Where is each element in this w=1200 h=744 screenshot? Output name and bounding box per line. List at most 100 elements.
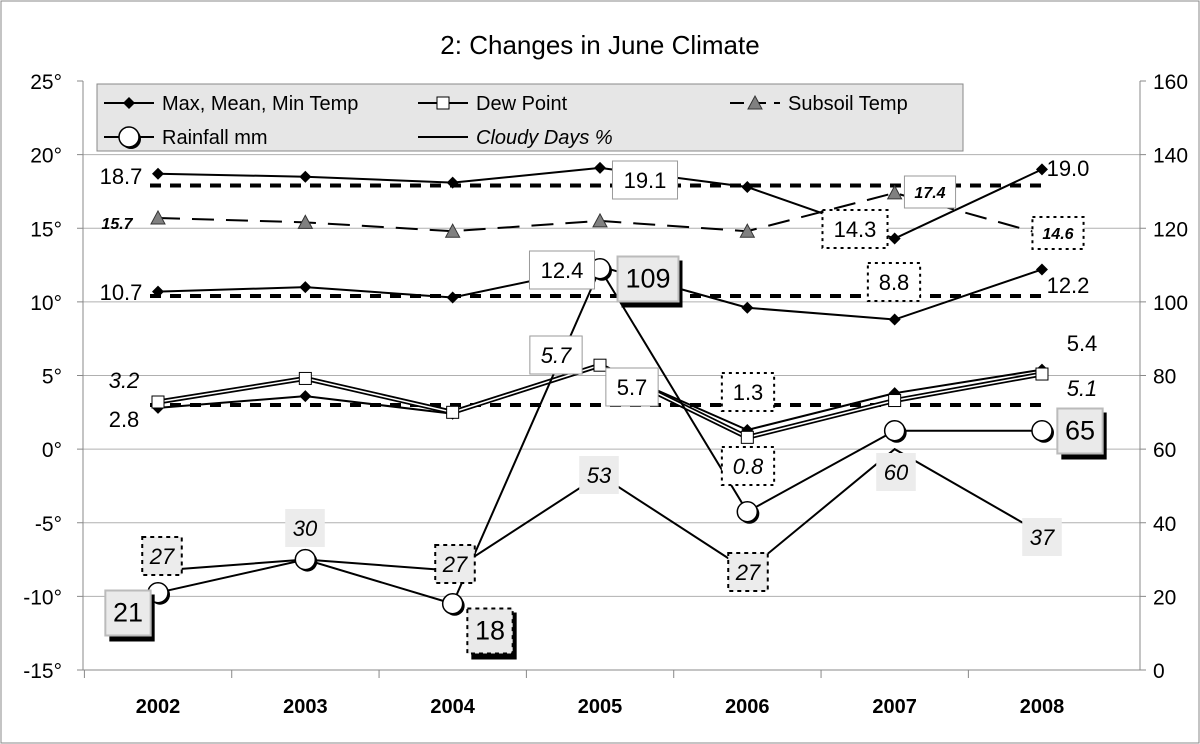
x-tick-label: 2005 bbox=[578, 696, 623, 718]
point-mean bbox=[1035, 263, 1048, 276]
point-subsoil bbox=[297, 214, 314, 229]
x-tick-label: 2003 bbox=[283, 696, 328, 718]
point-rain bbox=[441, 592, 464, 615]
data-label-rain: 65 bbox=[1065, 416, 1095, 446]
data-label-box bbox=[720, 446, 776, 486]
chart-title: 2: Changes in June Climate bbox=[440, 30, 759, 60]
data-label-mean: 12.4 bbox=[541, 258, 584, 283]
y-right-tick-label: 120 bbox=[1153, 218, 1188, 241]
point-dew bbox=[446, 405, 460, 419]
legend-box bbox=[96, 83, 964, 152]
data-label-cloudy: 53 bbox=[587, 463, 612, 488]
data-label-subsoil: 17.4 bbox=[914, 185, 945, 202]
point-max bbox=[446, 176, 459, 189]
legend-circle-icon bbox=[118, 126, 140, 148]
data-label-box bbox=[616, 255, 680, 303]
data-label-max: 19.0 bbox=[1047, 156, 1090, 181]
data-label-cloudy: 27 bbox=[149, 544, 175, 569]
data-label-mean: 8.8 bbox=[879, 270, 910, 295]
point-subsoil bbox=[886, 184, 903, 200]
data-label-max: 19.1 bbox=[624, 168, 667, 193]
point-max bbox=[299, 170, 312, 183]
data-label-rain: 18 bbox=[475, 616, 505, 646]
point-mean bbox=[888, 313, 901, 326]
y-left-tick-label: 10° bbox=[30, 292, 62, 315]
y-left-tick-label: -10° bbox=[23, 586, 62, 609]
point-mean bbox=[299, 281, 312, 294]
y-left-tick-label: 15° bbox=[30, 218, 62, 241]
data-label-box bbox=[529, 335, 583, 375]
y-left-tick-label: -5° bbox=[35, 513, 62, 536]
point-max bbox=[741, 181, 754, 194]
point-max bbox=[593, 161, 606, 174]
y-left-tick-label: 5° bbox=[42, 366, 62, 389]
data-label-box bbox=[866, 262, 922, 302]
y-right-tick-label: 100 bbox=[1153, 292, 1188, 315]
y-right-tick-label: 80 bbox=[1153, 366, 1176, 389]
data-label-box bbox=[434, 544, 476, 584]
x-tick-label: 2006 bbox=[725, 696, 770, 718]
point-max bbox=[888, 232, 901, 245]
y-left-tick-label: -15° bbox=[23, 660, 62, 683]
data-label-box bbox=[1056, 407, 1104, 455]
data-label-cloudy: 30 bbox=[293, 516, 318, 541]
point-mean bbox=[152, 285, 164, 298]
point-max bbox=[152, 167, 164, 180]
data-label-min: 1.3 bbox=[733, 380, 764, 405]
point-rain bbox=[294, 548, 317, 571]
data-label-cloudy: 60 bbox=[884, 460, 909, 485]
legend-label: Max, Mean, Min Temp bbox=[162, 93, 358, 115]
y-left-tick-label: 20° bbox=[30, 145, 62, 168]
x-tick-label: 2007 bbox=[872, 696, 917, 718]
data-label-max: 18.7 bbox=[100, 164, 143, 189]
point-mean bbox=[741, 301, 754, 314]
x-tick-label: 2002 bbox=[136, 696, 181, 718]
legend-triangle-icon bbox=[747, 94, 763, 110]
data-label-cloudy: 27 bbox=[735, 560, 761, 585]
x-tick-label: 2008 bbox=[1020, 696, 1065, 718]
y-right-tick-label: 160 bbox=[1153, 71, 1188, 94]
data-label-box bbox=[611, 160, 679, 200]
data-label-box bbox=[1022, 518, 1062, 556]
legend-label: Rainfall mm bbox=[162, 127, 268, 149]
point-subsoil bbox=[592, 212, 608, 228]
data-label-cloudy: 27 bbox=[442, 552, 468, 577]
data-label-box bbox=[528, 250, 596, 290]
legend-diamond-icon bbox=[123, 97, 135, 109]
data-label-dew: 0.8 bbox=[733, 454, 764, 479]
data-label-box bbox=[903, 175, 957, 209]
data-label-box bbox=[579, 456, 619, 494]
x-tick-label: 2004 bbox=[430, 696, 475, 718]
data-label-box bbox=[720, 372, 776, 412]
point-dew bbox=[298, 371, 312, 385]
y-left-tick-label: 25° bbox=[30, 71, 62, 94]
legend-label: Cloudy Days % bbox=[476, 127, 613, 149]
point-min bbox=[299, 390, 312, 403]
data-label-rain: 109 bbox=[625, 264, 670, 294]
data-label-subsoil: 14.6 bbox=[1042, 226, 1073, 243]
data-label-subsoil: 15.7 bbox=[101, 216, 133, 233]
legend-label: Subsoil Temp bbox=[788, 93, 908, 115]
data-label-box bbox=[727, 552, 769, 592]
data-label-min: 2.8 bbox=[109, 407, 140, 432]
data-label-min: 5.7 bbox=[617, 375, 648, 400]
y-right-tick-label: 0 bbox=[1153, 660, 1165, 683]
data-label-box bbox=[876, 453, 916, 491]
y-right-tick-label: 40 bbox=[1153, 513, 1176, 536]
y-right-tick-label: 60 bbox=[1153, 439, 1176, 462]
legend-square-icon bbox=[436, 96, 450, 110]
data-label-box bbox=[104, 589, 152, 637]
point-mean bbox=[446, 291, 459, 304]
y-right-tick-label: 20 bbox=[1153, 586, 1176, 609]
point-subsoil bbox=[444, 223, 461, 238]
point-dew bbox=[593, 358, 607, 372]
point-rain bbox=[1031, 419, 1053, 442]
data-label-mean: 10.7 bbox=[100, 280, 143, 305]
data-label-dew: 3.2 bbox=[109, 368, 140, 393]
legend-label: Dew Point bbox=[476, 93, 568, 115]
point-dew bbox=[740, 430, 754, 444]
data-label-box bbox=[285, 509, 325, 547]
data-label-dew: 5.7 bbox=[541, 343, 572, 368]
point-dew bbox=[1035, 367, 1049, 381]
